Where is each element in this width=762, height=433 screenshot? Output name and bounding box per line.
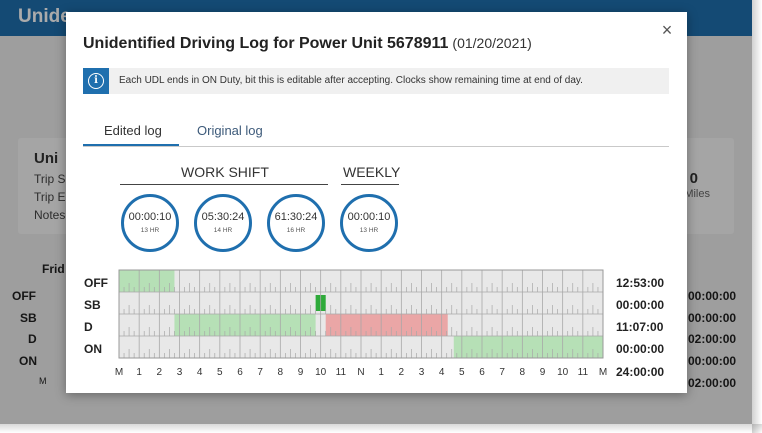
clock-label: 16 HR [286, 227, 306, 234]
hour-label: 3 [418, 367, 425, 378]
hour-label: 11 [335, 367, 347, 378]
grand-total: 24:00:00 [616, 365, 665, 379]
status-segment-original [325, 314, 448, 336]
row-total-off: 12:53:00 [616, 276, 665, 290]
clock-label: 13 HR [140, 227, 160, 234]
background-header-title: Unide [18, 6, 71, 27]
hour-label: 2 [398, 367, 405, 378]
clock-work-shift-16hr: 61:30:24 16 HR [267, 194, 325, 252]
background-row-label: SB [20, 311, 37, 325]
row-label-sb: SB [84, 298, 101, 312]
clock-weekly-13hr: 00:00:10 13 HR [340, 194, 398, 252]
hour-label: 3 [176, 367, 183, 378]
duty-status-log-grid[interactable] [118, 269, 606, 361]
hour-label: 9 [297, 367, 304, 378]
row-total-sb: 00:00:00 [616, 298, 665, 312]
background-row-time: 02:00:00 [688, 332, 737, 346]
hour-label: 10 [557, 367, 569, 378]
hour-label: 8 [277, 367, 284, 378]
background-row-label: ON [19, 354, 37, 368]
hour-label: 9 [539, 367, 546, 378]
row-label-off: OFF [84, 276, 108, 290]
clock-work-shift-13hr: 00:00:10 13 HR [121, 194, 179, 252]
modal-title-text: Unidentified Driving Log for Power Unit … [83, 35, 449, 52]
clock-time: 00:00:10 [128, 211, 172, 223]
status-segment-edited [119, 270, 175, 292]
hour-label: M [598, 367, 608, 378]
info-icon-glyph: i [88, 73, 104, 89]
hour-label: 4 [438, 367, 445, 378]
background-card-stat-unit: Miles [684, 188, 710, 200]
row-label-on: ON [84, 342, 102, 356]
row-label-d: D [84, 320, 93, 334]
row-total-on: 00:00:00 [616, 342, 665, 356]
background-row-time: 00:00:00 [688, 354, 737, 368]
hour-label: 1 [136, 367, 142, 378]
background-row-label: D [28, 332, 37, 346]
background-card-line: Notes [34, 208, 66, 222]
background-card-line: Trip E [34, 190, 66, 204]
close-icon[interactable]: × [661, 20, 673, 40]
hour-label: N [357, 367, 365, 378]
weekly-heading: WEEKLY [343, 164, 401, 180]
background-axis-start: M [39, 376, 47, 386]
work-shift-underline [120, 184, 328, 185]
background-row-label: OFF [12, 289, 36, 303]
info-banner: i Each UDL ends in ON Duty, bit this is … [83, 68, 669, 94]
hour-label: 6 [237, 367, 243, 378]
background-card-title: Uni [34, 150, 59, 167]
window-shadow [752, 0, 762, 433]
clock-label: 14 HR [213, 227, 233, 234]
background-row-time: 00:00:00 [688, 311, 737, 325]
row-total-d: 11:07:00 [616, 320, 664, 334]
hour-label: 7 [499, 367, 505, 378]
background-row-time: 00:00:00 [688, 289, 737, 303]
background-card-line: Trip S [34, 172, 66, 186]
hour-label: 1 [378, 367, 384, 378]
work-shift-heading: WORK SHIFT [181, 164, 269, 180]
clock-time: 61:30:24 [274, 211, 318, 223]
hour-label: 5 [217, 367, 223, 378]
hour-label: 10 [315, 367, 327, 378]
hour-label: 8 [519, 367, 526, 378]
clock-time: 00:00:10 [347, 211, 391, 223]
tab-original-log[interactable]: Original log [197, 123, 263, 138]
clock-work-shift-14hr: 05:30:24 14 HR [194, 194, 252, 252]
hour-label: 7 [257, 367, 263, 378]
background-card-stat-value: 0 [689, 170, 698, 187]
hour-label: 4 [196, 367, 203, 378]
hour-label: 6 [479, 367, 485, 378]
clock-label: 13 HR [359, 227, 379, 234]
grid-border [118, 269, 604, 359]
active-tab-indicator [83, 144, 179, 146]
tab-edited-log[interactable]: Edited log [104, 123, 162, 138]
modal-title: Unidentified Driving Log for Power Unit … [83, 35, 532, 53]
log-tabs: Edited log Original log [83, 120, 669, 147]
background-day-label: Frid [42, 262, 65, 276]
hour-label: 11 [577, 367, 589, 378]
clock-time: 05:30:24 [201, 211, 245, 223]
info-text: Each UDL ends in ON Duty, bit this is ed… [119, 75, 583, 86]
hour-label: 2 [156, 367, 163, 378]
status-segment-edited [453, 336, 603, 358]
window-shadow [0, 424, 762, 433]
udl-modal: Unidentified Driving Log for Power Unit … [66, 12, 687, 393]
hour-label: 5 [459, 367, 465, 378]
modal-title-date: (01/20/2021) [452, 35, 532, 51]
hour-label: M [114, 367, 124, 378]
weekly-underline [341, 184, 399, 185]
background-row-time: 02:00:00 [688, 376, 737, 390]
info-icon: i [83, 68, 109, 94]
